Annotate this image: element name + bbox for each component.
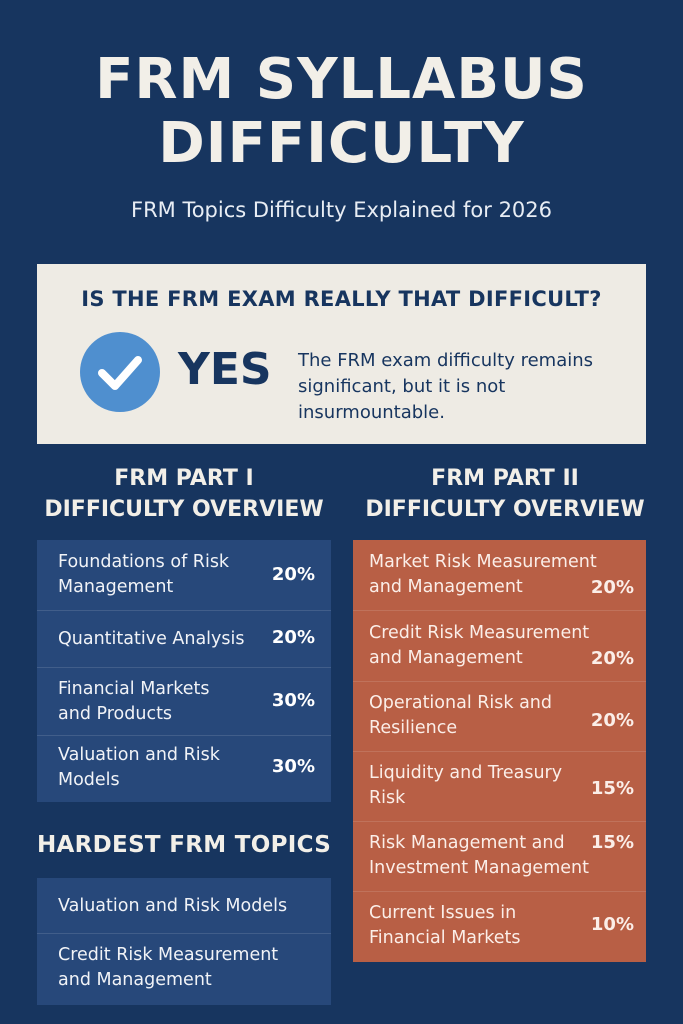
list-item: Credit Risk Measurement and Management 2…	[353, 611, 646, 682]
topic-weight: 20%	[590, 710, 634, 731]
answer-explanation: The FRM exam difficulty remains signific…	[298, 348, 628, 426]
check-circle-icon	[80, 332, 160, 412]
part1-heading-line-1: FRM PART I	[114, 466, 254, 491]
hardest-topics-heading: HARDEST FRM TOPICS	[37, 832, 332, 858]
topic-weight: 20%	[271, 627, 315, 648]
topic-label: Financial Markets	[369, 928, 521, 948]
list-item: Liquidity and Treasury Risk 15%	[353, 752, 646, 822]
topic-label: Resilience	[369, 718, 458, 738]
list-item: Foundations of Risk Management 20%	[37, 540, 331, 611]
part2-heading-line-2: DIFFICULTY OVERVIEW	[365, 497, 645, 522]
topic-label: Management	[58, 577, 174, 597]
title-line-2: DIFFICULTY	[158, 111, 525, 176]
list-item: Operational Risk and Resilience 20%	[353, 682, 646, 752]
list-item: Quantitative Analysis 20%	[37, 611, 331, 668]
part2-heading-line-1: FRM PART II	[431, 466, 579, 491]
part2-heading: FRM PART II DIFFICULTY OVERVIEW	[353, 463, 657, 525]
topic-label: Models	[58, 770, 120, 790]
topic-weight: 20%	[590, 648, 634, 669]
topic-label: and Management	[369, 648, 523, 668]
page-subtitle: FRM Topics Difficulty Explained for 2026	[130, 198, 553, 222]
topic-weight: 30%	[271, 756, 315, 777]
topic-label: Investment Management	[369, 858, 589, 878]
answer-line: The FRM exam difficulty remains	[298, 350, 594, 371]
list-item: Credit Risk Measurement and Management	[37, 934, 331, 1005]
answer-line: significant, but it is not	[298, 376, 506, 397]
list-item: Valuation and Risk Models	[37, 878, 331, 934]
topic-label: Market Risk Measurement	[369, 552, 597, 572]
topic-weight: 10%	[590, 914, 634, 935]
topic-label: and Management	[369, 577, 523, 597]
topic-weight: 15%	[590, 778, 634, 799]
list-item: Risk Management and Investment Managemen…	[353, 822, 646, 892]
topic-label: Valuation and Risk Models	[58, 896, 288, 916]
topic-label: Current Issues in	[369, 903, 517, 923]
topic-label: and Management	[58, 970, 212, 990]
topic-label: Credit Risk Measurement	[58, 945, 279, 965]
answer-yes: YES	[178, 344, 272, 395]
part1-heading-line-2: DIFFICULTY OVERVIEW	[44, 497, 324, 522]
list-item: Valuation and Risk Models 30%	[37, 736, 331, 802]
topic-label: Liquidity and Treasury	[369, 763, 563, 783]
topic-label: and Products	[58, 704, 173, 724]
part1-heading: FRM PART I DIFFICULTY OVERVIEW	[37, 463, 331, 525]
topic-label: Risk	[369, 788, 406, 808]
topic-label: Financial Markets	[58, 679, 210, 699]
topic-weight: 20%	[590, 577, 634, 598]
answer-line: insurmountable.	[298, 402, 445, 423]
list-item: Market Risk Measurement and Management 2…	[353, 540, 646, 611]
topic-weight: 20%	[271, 564, 315, 585]
hardest-topic-list: Valuation and Risk Models Credit Risk Me…	[37, 878, 331, 1005]
topic-label: Valuation and Risk	[58, 745, 220, 765]
topic-label: Credit Risk Measurement	[369, 623, 590, 643]
topic-weight: 30%	[271, 690, 315, 711]
page-title: FRM SYLLABUS DIFFICULTY	[0, 48, 683, 176]
part1-topic-list: Foundations of Risk Management 20% Quant…	[37, 540, 331, 802]
topic-label: Risk Management and	[369, 833, 565, 853]
list-item: Financial Markets and Products 30%	[37, 668, 331, 736]
topic-label: Quantitative Analysis	[58, 629, 245, 649]
part2-topic-list: Market Risk Measurement and Management 2…	[353, 540, 646, 962]
question-heading: IS THE FRM EXAM REALLY THAT DIFFICULT?	[81, 287, 602, 311]
topic-label: Foundations of Risk	[58, 552, 230, 572]
topic-weight: 15%	[590, 832, 634, 853]
list-item: Current Issues in Financial Markets 10%	[353, 892, 646, 962]
topic-label: Operational Risk and	[369, 693, 552, 713]
title-line-1: FRM SYLLABUS	[95, 47, 588, 112]
question-box: IS THE FRM EXAM REALLY THAT DIFFICULT? Y…	[37, 264, 646, 444]
